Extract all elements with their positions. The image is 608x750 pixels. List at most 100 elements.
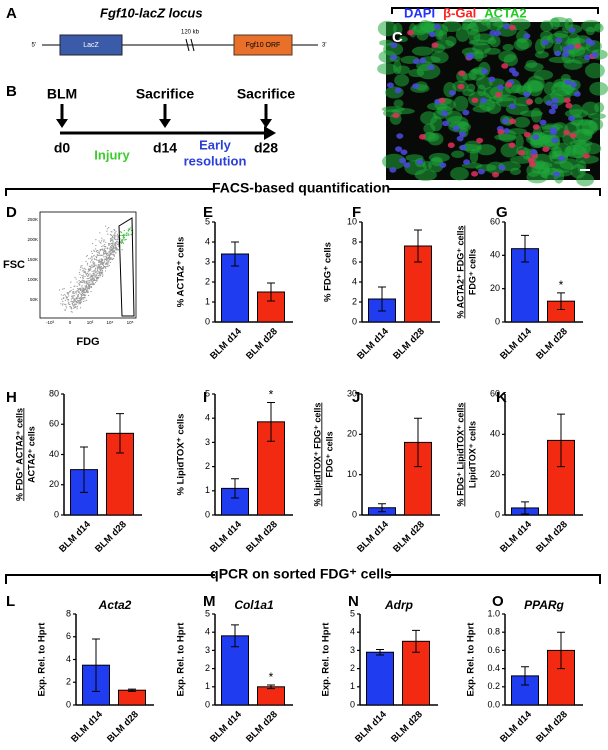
gated-event	[122, 237, 124, 239]
event	[114, 232, 116, 234]
flow-xtick-label: 0	[69, 320, 72, 325]
y-axis-label: % LipidTOX⁺ FDG⁺ cells	[312, 403, 322, 507]
event	[117, 235, 119, 237]
event	[93, 258, 96, 260]
event	[73, 298, 75, 300]
event	[96, 259, 98, 261]
flow-xlabel: FDG	[76, 336, 99, 348]
error-bar	[414, 229, 422, 263]
error-bar	[521, 234, 529, 263]
event	[99, 271, 101, 273]
section-rule	[388, 574, 601, 584]
texture-blue	[390, 42, 398, 48]
error-bar	[376, 648, 384, 656]
gated-event	[123, 238, 125, 240]
event	[73, 295, 76, 297]
event	[113, 254, 115, 256]
event	[82, 279, 84, 281]
event-arrow-head	[56, 119, 68, 128]
y-tick-label: 3	[350, 645, 355, 655]
event	[119, 230, 121, 233]
texture-blue	[541, 39, 549, 46]
event	[90, 267, 92, 269]
chart-title: Acta2	[98, 598, 132, 612]
error-bar	[267, 401, 275, 442]
event	[119, 234, 121, 237]
event	[64, 309, 66, 312]
event	[95, 239, 97, 241]
texture-blue	[412, 58, 420, 65]
y-tick-label: 0	[495, 509, 500, 519]
significance-marker: *	[269, 670, 274, 684]
event	[93, 272, 95, 274]
x-tick-label: BLM d28	[244, 326, 280, 362]
event	[91, 283, 93, 285]
panel-label: C	[392, 29, 403, 46]
texture-green	[384, 86, 404, 99]
y-tick-label: 0	[352, 316, 357, 326]
event	[107, 265, 109, 267]
event	[87, 277, 89, 280]
event	[88, 269, 90, 272]
event	[93, 278, 95, 280]
event	[80, 295, 82, 298]
orf-label: Fgf10 ORF	[246, 42, 281, 49]
event	[79, 300, 81, 302]
event	[109, 238, 112, 240]
gated-event	[124, 239, 127, 241]
texture-green	[393, 99, 404, 108]
lacz-label: LacZ	[83, 42, 99, 49]
section-header: FACS-based quantification	[212, 180, 390, 196]
error-bar	[231, 624, 239, 648]
event	[97, 273, 99, 275]
event	[91, 264, 93, 266]
event	[78, 271, 81, 274]
y-axis-label: Exp. Rel. to Hprt	[321, 622, 332, 697]
event	[79, 303, 81, 305]
texture-red	[471, 171, 479, 177]
texture-blue	[441, 110, 449, 117]
event	[96, 277, 98, 279]
texture-red	[569, 132, 577, 139]
bar	[366, 651, 394, 706]
texture-blue	[467, 52, 475, 59]
event	[108, 252, 110, 254]
event	[74, 300, 76, 302]
x-tick-label: BLM d28	[244, 519, 280, 555]
event	[93, 263, 95, 265]
event	[114, 241, 117, 244]
event	[104, 266, 106, 269]
texture-blue	[498, 164, 506, 171]
event	[95, 274, 97, 276]
event	[117, 238, 119, 240]
event	[75, 300, 78, 303]
flow-ytick-label: 150K	[27, 257, 38, 262]
event	[103, 248, 105, 250]
texture-green	[461, 23, 471, 31]
event	[70, 310, 72, 313]
event	[107, 247, 109, 249]
event	[87, 290, 89, 292]
event	[95, 275, 97, 277]
event	[81, 286, 83, 288]
event	[89, 277, 91, 279]
texture-red	[565, 102, 573, 109]
texture-green	[408, 68, 425, 78]
event	[118, 245, 120, 247]
gated-event	[128, 227, 130, 229]
event	[85, 268, 87, 271]
event	[94, 262, 96, 264]
event	[64, 299, 66, 301]
texture-green	[589, 81, 608, 96]
event	[101, 249, 103, 251]
texture-green	[377, 63, 398, 75]
y-tick-label: 60	[490, 388, 500, 398]
event	[115, 247, 117, 249]
y-tick-label: 5	[205, 608, 210, 618]
event	[92, 262, 95, 265]
event	[112, 248, 114, 250]
lacz-box	[59, 34, 123, 56]
event	[88, 283, 90, 285]
event	[114, 234, 116, 236]
event	[105, 250, 107, 253]
